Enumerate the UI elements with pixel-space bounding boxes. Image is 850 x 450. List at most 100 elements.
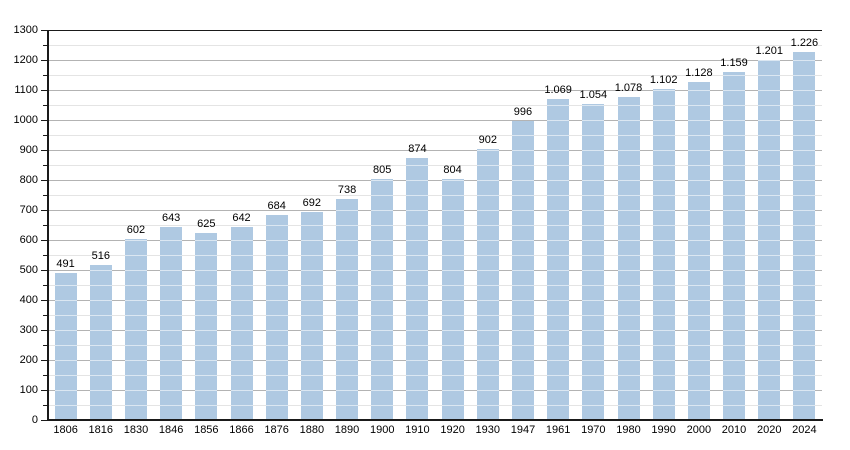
bar-1816 <box>89 265 112 420</box>
bar-value-label: 1.102 <box>649 74 678 87</box>
bar-value-label: 1.069 <box>544 84 572 97</box>
x-axis-tick-label: 1846 <box>158 424 184 436</box>
bar-2024 <box>793 52 816 420</box>
bar-1866 <box>230 227 253 420</box>
gridline <box>48 255 822 256</box>
plot-area: 491 516 602 643 625 642 684 692 738 805 874 804 902 9… <box>48 30 822 420</box>
bar-1920 <box>441 178 464 420</box>
bar-value-label: 1.159 <box>720 57 748 70</box>
gridline <box>48 360 822 361</box>
x-axis-tick-label: 1930 <box>475 424 501 436</box>
gridline <box>48 150 822 151</box>
bar-value-label: 1.054 <box>579 88 608 101</box>
y-axis-tick <box>43 285 47 286</box>
x-axis-tick-label: 1866 <box>229 424 254 436</box>
y-axis-tick <box>41 300 47 301</box>
bar-1876 <box>265 214 288 420</box>
bar-value-label: 684 <box>267 199 286 212</box>
bar-value-label: 1.128 <box>685 66 713 79</box>
y-axis-tick <box>43 135 47 136</box>
gridline <box>48 315 822 316</box>
bar-value-label: 642 <box>232 212 251 225</box>
y-axis-tick <box>41 60 47 61</box>
y-axis-tick-label: 700 <box>19 204 38 216</box>
bar-1910 <box>406 157 429 420</box>
y-axis-tick-label: 1000 <box>13 114 38 126</box>
x-axis-tick-label: 1816 <box>88 424 114 436</box>
bar-1856 <box>195 232 218 420</box>
gridline <box>48 135 822 136</box>
y-axis-tick <box>41 330 47 331</box>
gridline <box>48 45 822 46</box>
x-axis-tick-label: 1980 <box>616 424 641 436</box>
gridline <box>48 90 822 91</box>
bar-value-label: 692 <box>302 197 322 210</box>
bar-1990 <box>652 89 675 420</box>
gridline <box>48 225 822 226</box>
y-axis-line <box>47 30 49 421</box>
y-axis-tick <box>43 75 47 76</box>
gridline <box>48 210 822 211</box>
bar-value-label: 516 <box>91 250 110 263</box>
bar-value-label: 874 <box>408 142 427 155</box>
y-axis-tick <box>41 240 47 241</box>
y-axis-tick-label: 500 <box>19 264 38 276</box>
y-axis-tick <box>41 90 47 91</box>
gridline <box>48 285 822 286</box>
y-axis-tick-label: 1200 <box>13 54 38 66</box>
y-axis-tick <box>43 225 47 226</box>
bar-1961 <box>547 99 570 420</box>
gridline <box>48 180 822 181</box>
y-axis-tick <box>43 315 47 316</box>
bar-1890 <box>336 198 359 420</box>
y-axis-tick <box>43 45 47 46</box>
x-axis-tick-label: 1961 <box>545 424 571 436</box>
y-axis-tick <box>43 405 47 406</box>
bar-value-label: 996 <box>513 106 533 119</box>
bar-value-label: 491 <box>56 257 75 270</box>
bar-1880 <box>300 212 323 420</box>
y-axis-tick <box>41 390 47 391</box>
y-axis-tick <box>43 105 47 106</box>
bar-value-label: 738 <box>337 183 357 196</box>
bar-1806 <box>54 272 77 420</box>
bar-1900 <box>371 178 394 420</box>
x-axis-tick-label: 1970 <box>581 424 606 436</box>
y-axis-tick-label: 1100 <box>14 84 38 96</box>
y-axis-tick-label: 300 <box>19 324 38 336</box>
bar-1980 <box>617 96 640 420</box>
gridline <box>48 330 822 331</box>
bar-value-label: 902 <box>478 134 497 147</box>
bar-1947 <box>511 121 534 420</box>
x-axis-tick-label: 1910 <box>405 424 430 436</box>
x-axis-tick-label: 1876 <box>264 424 289 436</box>
bar-2020 <box>758 59 781 420</box>
x-axis-tick-label: 2020 <box>756 424 782 436</box>
gridline <box>48 120 822 121</box>
x-axis-tick-label: 1920 <box>440 424 465 436</box>
bar-1970 <box>582 103 605 420</box>
y-axis-tick-label: 400 <box>19 294 38 306</box>
y-axis-tick <box>41 150 47 151</box>
bar-value-label: 805 <box>373 163 392 176</box>
y-axis-tick-label: 1300 <box>13 24 38 36</box>
x-axis-tick-label: 2000 <box>686 424 712 436</box>
bar-value-label: 625 <box>197 217 216 230</box>
plot-top-frame-line <box>48 30 822 31</box>
gridline <box>48 240 822 241</box>
y-axis-tick <box>43 195 47 196</box>
x-axis-tick-label: 1880 <box>299 424 325 436</box>
gridline <box>48 300 822 301</box>
y-axis-tick <box>41 420 47 421</box>
bar-value-label: 804 <box>443 163 462 176</box>
gridline <box>48 165 822 166</box>
gridline <box>48 270 822 271</box>
x-axis-tick-label: 1947 <box>510 424 536 436</box>
y-axis-tick-label: 600 <box>19 234 38 246</box>
gridline <box>48 405 822 406</box>
y-axis-tick-label: 200 <box>19 354 38 366</box>
x-axis-tick-label: 1830 <box>123 424 149 436</box>
gridline <box>48 75 822 76</box>
bar-value-label: 1.226 <box>790 37 819 50</box>
